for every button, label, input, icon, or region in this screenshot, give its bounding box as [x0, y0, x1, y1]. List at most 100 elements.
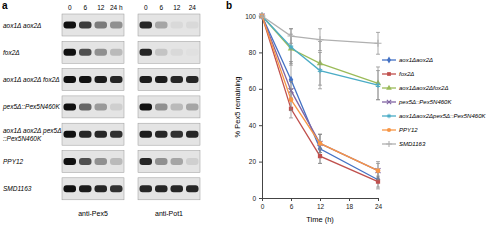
strain-label: aox1Δ aox2Δ fox2Δ — [3, 76, 60, 83]
band — [140, 185, 153, 192]
legend-marker — [387, 100, 391, 104]
band — [140, 22, 153, 29]
blot-background — [138, 69, 200, 91]
tick-mark — [259, 52, 262, 53]
tick: 12 — [317, 198, 325, 210]
band — [140, 131, 153, 138]
band — [95, 131, 108, 138]
blot-background — [138, 41, 200, 63]
tick-label: 80 — [249, 49, 257, 56]
blot-background — [62, 14, 124, 36]
tick-mark — [259, 125, 262, 126]
series-line — [262, 16, 378, 182]
band — [79, 49, 92, 56]
legend-item: aox1Δaox2Δ — [382, 57, 433, 64]
tick: 24 — [375, 198, 383, 210]
blot-background — [62, 69, 124, 91]
tick: 40 — [249, 122, 262, 129]
band — [95, 158, 108, 165]
blot-background — [138, 151, 200, 173]
panel-a: a061224 h061224aox1Δ aox2Δfox2Δaox1Δ aox… — [2, 0, 200, 217]
band — [171, 185, 184, 192]
band — [79, 131, 92, 138]
blot-background — [138, 14, 200, 36]
panel-label: b — [226, 0, 232, 11]
band — [186, 185, 199, 192]
time-label: 24 h — [110, 4, 123, 11]
band — [155, 103, 168, 110]
time-label: 0 — [68, 4, 72, 11]
x-axis-title: Time (h) — [306, 215, 334, 224]
band — [155, 76, 168, 83]
band — [155, 49, 168, 56]
marker — [316, 36, 323, 43]
tick-mark — [349, 198, 350, 201]
band — [171, 76, 184, 83]
band — [95, 22, 108, 29]
tick-mark — [291, 198, 292, 201]
legend-item: fox2Δ — [382, 71, 414, 77]
legend-label: fox2Δ — [399, 71, 414, 77]
antibody-label: anti-Pot1 — [155, 210, 183, 217]
strain-label: pex5Δ::Pex5N460K — [2, 103, 60, 111]
legend: aox1Δaox2Δfox2Δaox1Δaox2Δfox2Δpex5Δ::Pex… — [382, 57, 486, 148]
band — [79, 22, 92, 29]
band — [171, 103, 184, 110]
band — [155, 131, 168, 138]
band — [186, 76, 199, 83]
band — [95, 49, 108, 56]
strain-label: ::Pex5N460K — [3, 135, 42, 142]
error-bar — [376, 71, 380, 100]
time-label: 6 — [83, 4, 87, 11]
band — [171, 158, 184, 165]
axis-line — [263, 199, 379, 202]
panel-label: a — [2, 0, 8, 11]
blot-background — [138, 178, 200, 200]
tick-label: 0 — [252, 195, 256, 202]
series-line — [262, 16, 378, 180]
time-label: 12 — [173, 4, 181, 11]
x-axis: 06121824 — [261, 198, 383, 210]
error-bar — [318, 134, 322, 163]
error-bar — [318, 134, 322, 152]
legend-label: aox1Δaox2Δpex5Δ::Pex5N460K — [399, 113, 486, 119]
legend-item: aox1Δaox2Δpex5Δ::Pex5N460K — [382, 113, 486, 119]
band — [64, 76, 77, 83]
band — [155, 22, 168, 29]
legend-marker — [386, 85, 392, 90]
legend-label: aox1Δaox2Δ — [399, 57, 433, 63]
legend-item: aox1Δaox2Δfox2Δ — [382, 85, 448, 91]
tick-mark — [259, 162, 262, 163]
tick: 18 — [346, 198, 354, 210]
tick-mark — [262, 198, 263, 201]
axis-line — [259, 17, 263, 199]
band — [186, 158, 199, 165]
band — [140, 103, 153, 110]
tick-mark — [320, 198, 321, 201]
tick-label: 40 — [249, 122, 257, 129]
band — [95, 185, 108, 192]
marker — [289, 44, 293, 49]
band — [171, 49, 184, 56]
band — [110, 49, 123, 56]
marker — [289, 97, 294, 102]
band — [140, 49, 153, 56]
marker — [318, 141, 323, 146]
tick-mark — [259, 89, 262, 90]
strain-label: PPY12 — [3, 158, 24, 165]
tick-label: 6 — [290, 203, 294, 210]
legend-item: SMD1163 — [382, 141, 426, 147]
tick-label: 100 — [245, 13, 256, 20]
legend-marker — [387, 114, 391, 119]
y-axis: 020406080100 — [245, 13, 262, 202]
band — [155, 185, 168, 192]
band — [140, 158, 153, 165]
band — [64, 22, 77, 29]
band — [186, 103, 199, 110]
tick-label: 20 — [249, 158, 257, 165]
strain-label: SMD1163 — [3, 185, 32, 192]
tick-label: 24 — [375, 203, 383, 210]
marker — [318, 154, 322, 158]
error-bar — [376, 162, 380, 180]
error-bar — [318, 134, 322, 152]
